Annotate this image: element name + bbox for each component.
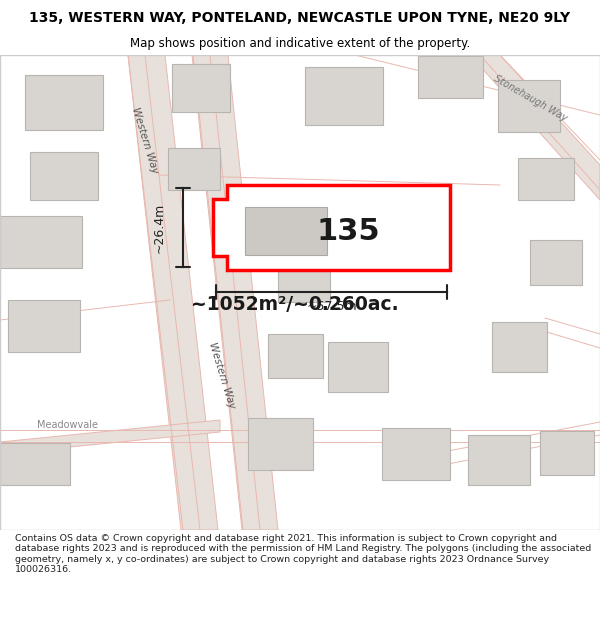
Bar [492, 322, 547, 372]
Polygon shape [0, 420, 220, 454]
Bar [498, 80, 560, 132]
Bar [25, 75, 103, 130]
Bar [328, 342, 388, 392]
Bar [268, 334, 323, 378]
Bar [248, 418, 313, 470]
Polygon shape [470, 55, 600, 200]
Bar [518, 158, 574, 200]
Polygon shape [213, 185, 450, 270]
Bar [0, 216, 82, 268]
Text: Stonehaugh Way: Stonehaugh Way [491, 73, 568, 123]
Polygon shape [128, 55, 218, 530]
Bar [172, 64, 230, 112]
Bar [305, 67, 383, 125]
Bar [0, 443, 70, 485]
Bar [8, 300, 80, 352]
Bar [0, 55, 600, 530]
Bar [278, 257, 330, 302]
Text: Map shows position and indicative extent of the property.: Map shows position and indicative extent… [130, 38, 470, 51]
Text: 135, WESTERN WAY, PONTELAND, NEWCASTLE UPON TYNE, NE20 9LY: 135, WESTERN WAY, PONTELAND, NEWCASTLE U… [29, 11, 571, 25]
Bar [540, 431, 594, 475]
Bar [418, 56, 483, 98]
Bar [468, 435, 530, 485]
Bar [245, 207, 327, 255]
Text: ~1052m²/~0.260ac.: ~1052m²/~0.260ac. [191, 296, 399, 314]
Text: ~26.4m: ~26.4m [152, 202, 166, 252]
Bar [382, 428, 450, 480]
Text: 135: 135 [316, 217, 380, 246]
Text: ~57.5m: ~57.5m [306, 299, 357, 312]
Bar [30, 152, 98, 200]
Bar [168, 148, 220, 190]
Text: Western Way: Western Way [207, 341, 237, 409]
Text: Contains OS data © Crown copyright and database right 2021. This information is : Contains OS data © Crown copyright and d… [15, 534, 591, 574]
Text: Western Way: Western Way [130, 106, 160, 174]
Polygon shape [192, 55, 278, 530]
Text: Meadowvale: Meadowvale [37, 420, 98, 430]
Bar [530, 240, 582, 285]
